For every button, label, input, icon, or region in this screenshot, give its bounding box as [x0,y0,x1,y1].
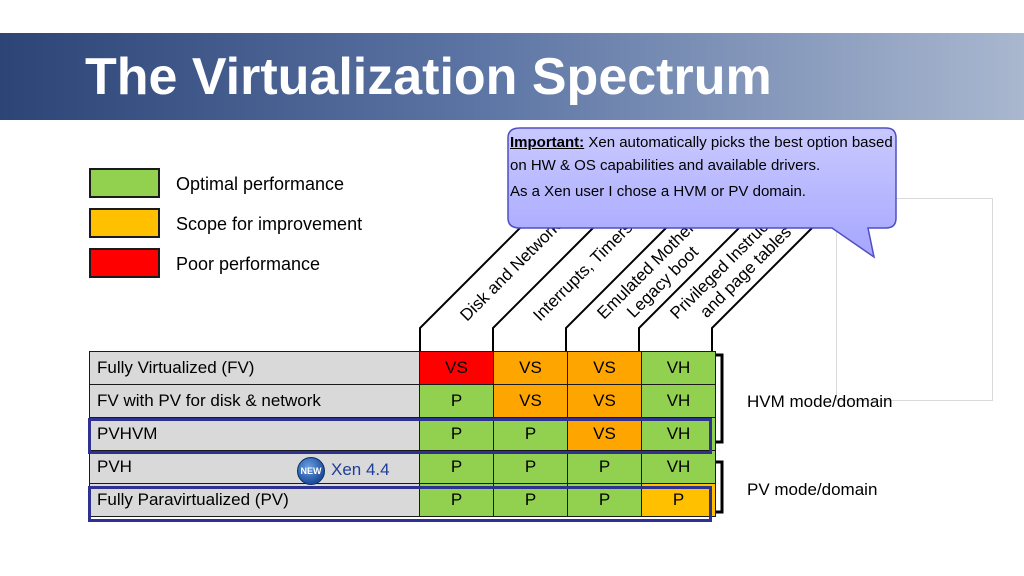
legend-label-optimal: Optimal performance [176,174,345,194]
table-row: PVH P P P VH [89,450,716,484]
column-divider-lines [419,187,853,351]
table-cell: VH [641,351,716,385]
pv-mode-label: PV mode/domain [747,480,878,499]
new-badge-icon: NEW [297,457,325,485]
table-cell: VH [641,417,716,451]
row-label: Fully Virtualized (FV) [89,351,420,385]
empty-frame [836,198,993,401]
table-cell: P [419,384,494,418]
pvhvm-highlight [88,418,712,454]
legend-label-poor: Poor performance [176,254,321,274]
hvm-brace [716,353,724,444]
page-title: The Virtualization Spectrum [85,48,772,106]
title-banner [0,33,1024,120]
legend-swatch-optimal [89,168,160,198]
row-label: PVH [89,450,420,484]
important-label: Important: [510,134,585,151]
table-cell: VS [493,351,568,385]
table-cell: VH [641,384,716,418]
callout-text: Important: Xen automatically picks the b… [510,131,894,203]
callout-line-1: Xen automatically picks the best option … [510,134,893,174]
row-label: PVHVM [89,417,420,451]
table-cell: VS [567,351,642,385]
table-cell: VS [567,384,642,418]
table-cell: P [493,417,568,451]
legend-label-improvement: Scope for improvement [176,214,363,234]
row-label: FV with PV for disk & network [89,384,420,418]
table-cell: VS [567,417,642,451]
legend-swatch-improvement [89,208,160,238]
legend-swatch-poor [89,248,160,278]
pvh-version-label: Xen 4.4 [331,460,390,479]
table-row: Fully Virtualized (FV) VS VS VS VH [89,351,716,385]
table-cell: P [419,450,494,484]
hvm-mode-label: HVM mode/domain [747,392,893,411]
pv-highlight [88,486,712,522]
table-row: PVHVM P P VS VH [89,417,716,451]
table-cell: P [493,450,568,484]
table-cell: P [419,417,494,451]
callout-line-2: As a Xen user I chose a HVM or PV domain… [510,183,806,200]
virtualization-table: Fully Virtualized (FV) VS VS VS VH FV wi… [89,351,716,517]
pv-brace [716,460,724,514]
